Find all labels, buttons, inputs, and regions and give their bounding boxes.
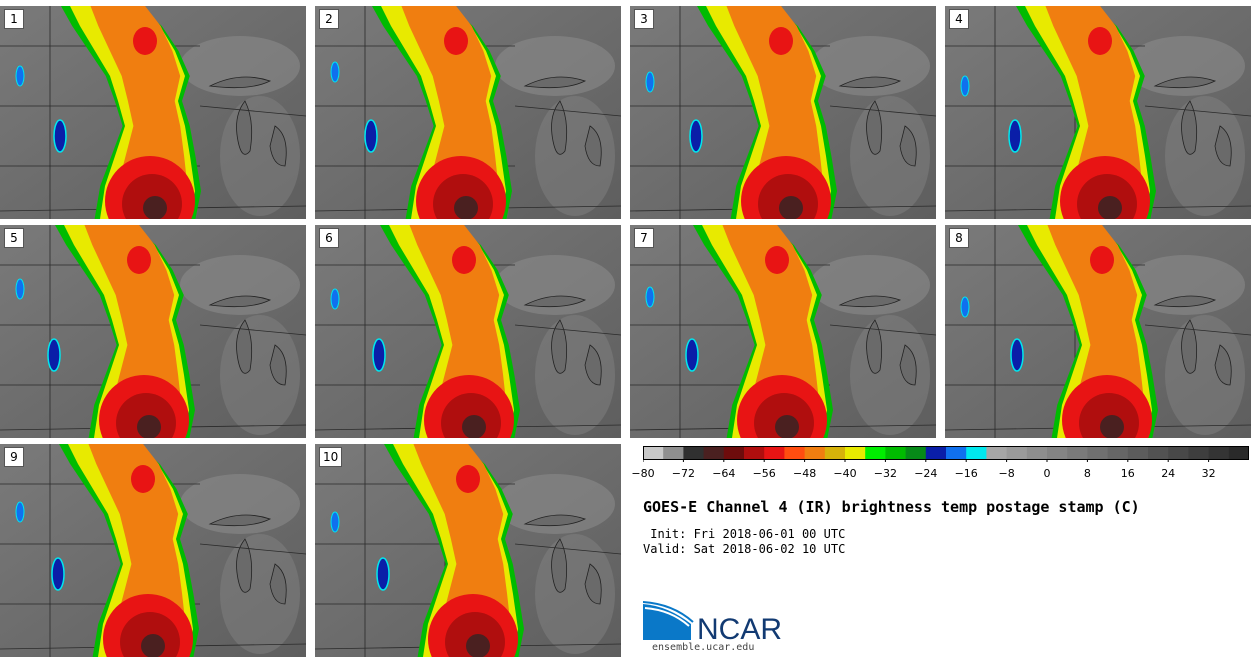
- panel-number-label: 4: [949, 9, 969, 29]
- logo-url: ensemble.ucar.edu: [652, 642, 755, 653]
- colorbar-swatch: [683, 446, 705, 460]
- colorbar-tick-label: −8: [998, 467, 1015, 480]
- colorbar-swatch: [703, 446, 725, 460]
- colorbar-swatch: [845, 446, 866, 460]
- satellite-map: [315, 6, 621, 219]
- colorbar-swatch: [663, 446, 684, 460]
- valid-time: Valid: Sat 2018-06-02 10 UTC: [643, 542, 846, 556]
- colorbar-tick-label: −64: [712, 467, 736, 480]
- colorbar-tick-label: −56: [752, 467, 776, 480]
- colorbar-swatch: [1107, 446, 1129, 460]
- colorbar-tick-label: −32: [873, 467, 897, 480]
- ensemble-member-panel: 5: [0, 225, 306, 438]
- colorbar-swatch: [1067, 446, 1088, 460]
- colorbar-swatch: [946, 446, 967, 460]
- ensemble-member-panel: 6: [315, 225, 621, 438]
- colorbar-swatch: [905, 446, 927, 460]
- colorbar-swatch: [966, 446, 987, 460]
- colorbar-swatch: [1208, 446, 1230, 460]
- ncar-logo-text: NCAR: [697, 613, 782, 642]
- colorbar-tick-label: 32: [1201, 467, 1216, 480]
- colorbar-swatch: [925, 446, 947, 460]
- satellite-map: [630, 6, 936, 219]
- colorbar-swatch: [1006, 446, 1028, 460]
- colorbar-tick-label: 24: [1161, 467, 1176, 480]
- colorbar-tick-label: −72: [671, 467, 695, 480]
- colorbar-swatch: [804, 446, 826, 460]
- figure-title: GOES-E Channel 4 (IR) brightness temp po…: [643, 498, 1140, 516]
- colorbar-tick-label: 8: [1083, 467, 1091, 480]
- panel-number-label: 5: [4, 228, 24, 248]
- satellite-map: [945, 6, 1251, 219]
- satellite-map: [315, 444, 621, 657]
- ensemble-member-panel: 7: [630, 225, 936, 438]
- panel-number-label: 8: [949, 228, 969, 248]
- colorbar-swatch: [1047, 446, 1068, 460]
- panel-number-label: 2: [319, 9, 339, 29]
- panel-number-label: 7: [634, 228, 654, 248]
- colorbar-swatch: [1026, 446, 1048, 460]
- satellite-map: [945, 225, 1251, 438]
- panel-number-label: 9: [4, 447, 24, 467]
- ensemble-member-panel: 1: [0, 6, 306, 219]
- colorbar-swatch: [1188, 446, 1210, 460]
- colorbar-tick-label: −24: [914, 467, 938, 480]
- ensemble-member-panel: 9: [0, 444, 306, 657]
- colorbar-swatch: [865, 446, 886, 460]
- colorbar-tick-label: −48: [792, 467, 817, 480]
- colorbar-swatch: [1127, 446, 1149, 460]
- colorbar-swatch: [1228, 446, 1249, 460]
- colorbar-tick-label: 16: [1120, 467, 1135, 480]
- satellite-map: [315, 225, 621, 438]
- ensemble-member-panel: 2: [315, 6, 621, 219]
- colorbar-tick-label: 0: [1043, 467, 1051, 480]
- satellite-map: [0, 6, 306, 219]
- colorbar-tick-label: −40: [833, 467, 857, 480]
- colorbar-swatch: [1168, 446, 1189, 460]
- colorbar-tick-label: −16: [954, 467, 978, 480]
- ensemble-member-panel: 3: [630, 6, 936, 219]
- colorbar-swatch: [643, 446, 664, 460]
- colorbar-swatch: [1087, 446, 1109, 460]
- colorbar-swatch: [885, 446, 907, 460]
- colorbar-tick-label: −80: [631, 467, 655, 480]
- colorbar: [643, 446, 1249, 462]
- satellite-map: [0, 225, 306, 438]
- init-time: Init: Fri 2018-06-01 00 UTC: [643, 527, 846, 541]
- colorbar-swatch: [1148, 446, 1169, 460]
- ensemble-member-panel: 8: [945, 225, 1251, 438]
- panel-number-label: 1: [4, 9, 24, 29]
- satellite-map: [0, 444, 306, 657]
- panel-number-label: 10: [319, 447, 343, 467]
- colorbar-swatch: [723, 446, 745, 460]
- colorbar-swatch: [986, 446, 1008, 460]
- satellite-map: [630, 225, 936, 438]
- ensemble-member-panel: 4: [945, 6, 1251, 219]
- ncar-logo: NCAR: [643, 601, 782, 642]
- colorbar-swatch: [764, 446, 785, 460]
- colorbar-swatch: [784, 446, 806, 460]
- colorbar-swatch: [744, 446, 765, 460]
- panel-number-label: 6: [319, 228, 339, 248]
- colorbar-swatch: [824, 446, 846, 460]
- panel-number-label: 3: [634, 9, 654, 29]
- ensemble-member-panel: 10: [315, 444, 621, 657]
